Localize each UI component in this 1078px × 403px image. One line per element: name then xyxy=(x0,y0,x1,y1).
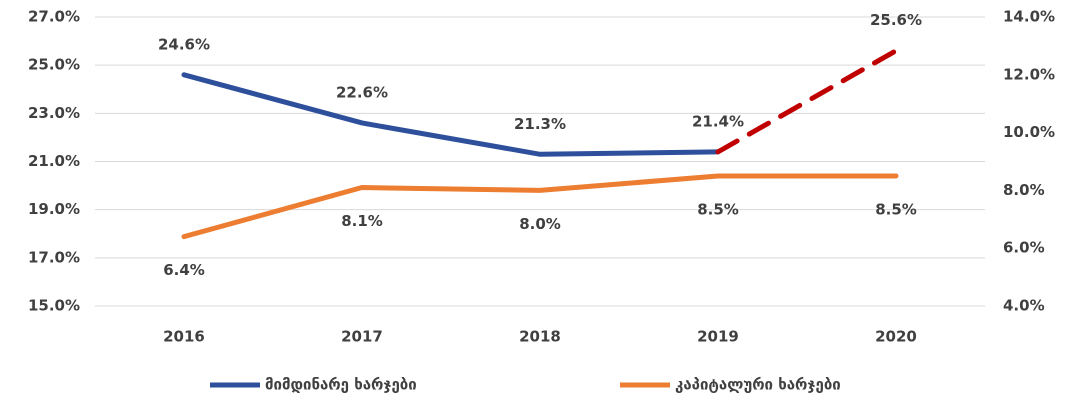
y2-tick-label: 10.0% xyxy=(1003,123,1055,141)
x-tick-label: 2020 xyxy=(875,328,917,346)
x-tick-label: 2016 xyxy=(163,328,205,346)
line xyxy=(181,72,721,157)
y2-tick-label: 4.0% xyxy=(1003,297,1045,315)
data-label: 25.6% xyxy=(870,11,922,29)
legend-label: მიმდინარე ხარჯები xyxy=(265,376,417,394)
y-tick-label: 27.0% xyxy=(28,8,80,26)
line xyxy=(181,173,899,240)
y2-tick-label: 14.0% xyxy=(1003,8,1055,26)
y-tick-label: 15.0% xyxy=(28,297,80,315)
y-tick-label: 17.0% xyxy=(28,248,80,266)
data-label: 21.3% xyxy=(514,115,566,133)
data-label: 8.1% xyxy=(341,212,383,230)
y-tick-label: 21.0% xyxy=(28,152,80,170)
x-tick-label: 2019 xyxy=(697,328,739,346)
y-tick-label: 19.0% xyxy=(28,200,80,218)
data-label: 8.0% xyxy=(519,215,561,233)
data-label: 21.4% xyxy=(692,112,744,130)
data-label: 8.5% xyxy=(697,200,739,218)
legend-label: კაპიტალური ხარჯები xyxy=(675,376,841,394)
y-tick-label: 25.0% xyxy=(28,56,80,74)
y2-tick-label: 6.0% xyxy=(1003,239,1045,257)
data-label: 22.6% xyxy=(336,83,388,101)
line xyxy=(715,48,899,155)
y-tick-label: 23.0% xyxy=(28,104,80,122)
data-label: 8.5% xyxy=(875,200,917,218)
y2-tick-label: 8.0% xyxy=(1003,181,1045,199)
data-label: 24.6% xyxy=(158,35,210,53)
x-tick-label: 2017 xyxy=(341,328,383,346)
data-label: 6.4% xyxy=(163,261,205,279)
y2-tick-label: 12.0% xyxy=(1003,65,1055,83)
x-tick-label: 2018 xyxy=(519,328,561,346)
